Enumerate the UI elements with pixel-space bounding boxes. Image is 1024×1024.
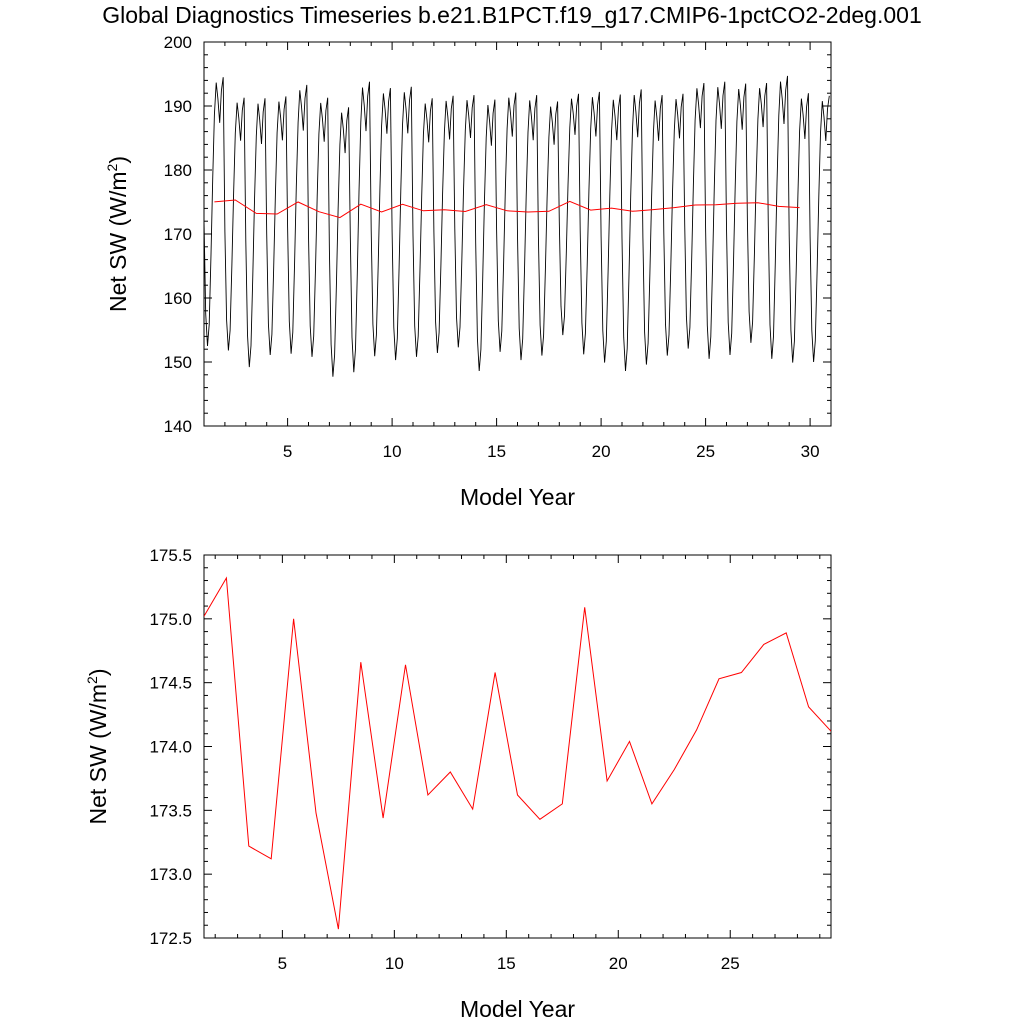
data-layer xyxy=(204,75,830,377)
y-tick-label: 174.5 xyxy=(149,674,192,693)
y-tick-label: 170 xyxy=(164,225,192,244)
y-tick-label: 175.0 xyxy=(149,610,192,629)
y-axis-title: Net SW (W/m2) xyxy=(84,668,111,824)
x-tick-label: 25 xyxy=(696,442,715,461)
annual-mean-series-line xyxy=(214,199,800,219)
x-tick-label: 20 xyxy=(592,442,611,461)
y-tick-label: 190 xyxy=(164,97,192,116)
x-tick-label: 30 xyxy=(801,442,820,461)
x-tick-label: 15 xyxy=(497,954,516,973)
y-tick-label: 160 xyxy=(164,289,192,308)
bottom-annual-mean-panel: 5 10 15 20 25 172.5 173.0 173.5 174.0 174.5 175.0 1… xyxy=(84,546,832,1022)
y-tick-label: 173.0 xyxy=(149,865,192,884)
x-axis-title: Model Year xyxy=(460,484,575,510)
y-tick-label: 173.5 xyxy=(149,801,192,820)
x-tick-label: 10 xyxy=(383,442,402,461)
plot-frame xyxy=(203,554,832,939)
y-tick-label: 175.5 xyxy=(149,546,192,565)
figure-title: Global Diagnostics Timeseries b.e21.B1PC… xyxy=(102,2,922,28)
x-tick-label: 25 xyxy=(721,954,740,973)
x-tick-label: 15 xyxy=(487,442,506,461)
y-tick-label: 200 xyxy=(164,33,192,52)
x-tick-label: 5 xyxy=(283,442,292,461)
y-tick-label: 140 xyxy=(164,417,192,436)
y-tick-label: 180 xyxy=(164,161,192,180)
y-tick-label: 150 xyxy=(164,353,192,372)
x-tick-label: 20 xyxy=(609,954,628,973)
y-tick-label: 172.5 xyxy=(149,929,192,948)
monthly-series-line xyxy=(204,75,830,377)
x-axis-title: Model Year xyxy=(460,996,575,1022)
x-tick-label: 10 xyxy=(385,954,404,973)
y-tick-label: 174.0 xyxy=(149,738,192,757)
y-axis-title: Net SW (W/m2) xyxy=(104,156,131,312)
x-tick-label: 5 xyxy=(278,954,287,973)
data-layer xyxy=(204,576,831,930)
top-timeseries-panel: 5 10 15 20 25 30 140 150 160 170 180 190 200 Model Ye… xyxy=(104,33,832,510)
annual-mean-series-line xyxy=(204,576,831,930)
